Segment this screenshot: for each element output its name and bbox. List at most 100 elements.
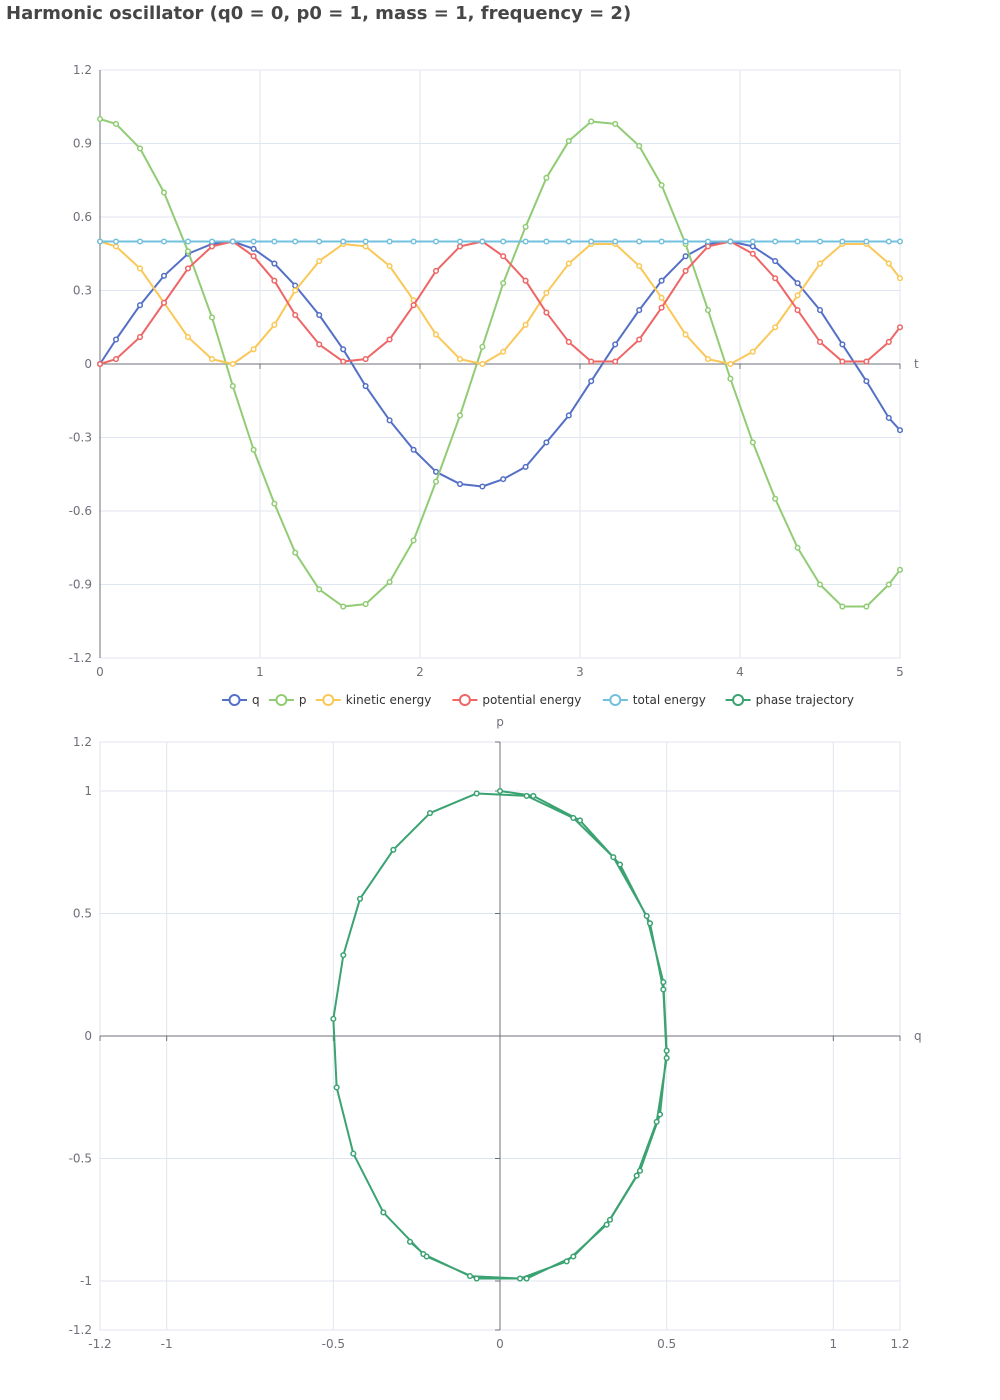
- data-point-total: [772, 238, 779, 245]
- data-point-kinetic: [543, 289, 550, 297]
- x-tick-label: 1: [256, 665, 264, 679]
- data-point-q: [636, 307, 643, 314]
- y-tick-label: -0.9: [69, 578, 92, 592]
- data-point-kinetic: [522, 321, 529, 328]
- data-point-p: [362, 601, 369, 608]
- y-axis-label: p: [496, 715, 504, 729]
- data-point-potential: [682, 267, 689, 274]
- data-point-p: [816, 581, 824, 588]
- data-point-kinetic: [794, 292, 801, 299]
- data-point-p: [658, 182, 665, 189]
- legend-label-phase: phase trajectory: [756, 693, 854, 707]
- phase-point: [340, 952, 347, 959]
- data-point-total: [636, 238, 643, 245]
- data-point-potential: [522, 277, 529, 284]
- data-point-p: [896, 566, 904, 573]
- data-point-potential: [292, 311, 299, 319]
- data-point-q: [316, 311, 323, 319]
- data-point-p: [184, 248, 192, 255]
- data-point-total: [184, 238, 192, 245]
- data-point-kinetic: [896, 275, 904, 282]
- phase-point: [496, 787, 504, 795]
- phase-space-chart: 1.2 1 0.5 0 -0.5 -1 -1.2-1.2 -1 -0.5 0 0.5 1 1.2 p q: [69, 715, 922, 1351]
- data-point-kinetic: [271, 321, 278, 328]
- legend-marker-kinetic: [322, 694, 335, 706]
- x-tick-label: -1: [161, 1337, 173, 1351]
- x-tick-label: 0: [496, 1337, 504, 1351]
- phase-point: [380, 1209, 387, 1216]
- data-point-total: [794, 238, 801, 245]
- data-point-potential: [636, 336, 643, 343]
- data-point-kinetic: [704, 356, 712, 363]
- time-series-chart: 1.2 0.9 0.6 0.3 0 -0.3 -0.6 -0.9 -1.2 0 1 2 3 4 5 t: [69, 63, 919, 679]
- data-point-q: [839, 341, 846, 348]
- y-tick-label: 1.2: [73, 63, 92, 77]
- data-point-p: [96, 115, 104, 123]
- data-point-potential: [772, 275, 779, 282]
- data-point-p: [340, 603, 347, 610]
- data-point-total: [896, 238, 904, 245]
- data-point-kinetic: [658, 294, 665, 301]
- data-point-potential: [794, 307, 801, 314]
- data-point-total: [96, 238, 104, 245]
- data-point-p: [136, 145, 144, 152]
- phase-point: [356, 895, 364, 902]
- data-point-potential: [112, 356, 120, 363]
- phase-point: [406, 1238, 414, 1245]
- data-point-q: [522, 463, 529, 470]
- data-point-total: [704, 238, 712, 245]
- data-point-p: [112, 120, 120, 127]
- data-point-p: [316, 586, 323, 593]
- x-axis-label: q: [914, 1029, 922, 1043]
- phase-point: [646, 920, 654, 927]
- data-point-potential: [456, 243, 464, 250]
- data-point-total: [885, 238, 892, 245]
- data-point-q: [456, 481, 464, 488]
- data-point-p: [636, 142, 643, 149]
- phase-point: [570, 1253, 577, 1260]
- phase-point: [390, 846, 397, 853]
- data-point-kinetic: [749, 348, 756, 355]
- legend-label-potential: potential energy: [482, 693, 581, 707]
- data-point-total: [839, 238, 846, 245]
- y-tick-label: 1.2: [73, 735, 92, 749]
- x-tick-label: -0.5: [322, 1337, 345, 1351]
- data-point-q: [386, 417, 393, 424]
- data-point-total: [500, 238, 507, 245]
- data-point-total: [160, 238, 168, 245]
- phase-point: [653, 1118, 660, 1125]
- phase-point: [616, 861, 624, 868]
- data-point-total: [340, 238, 347, 245]
- x-axis-label: t: [914, 357, 919, 371]
- data-point-p: [432, 478, 440, 485]
- data-point-potential: [704, 243, 712, 250]
- phase-point: [516, 1275, 524, 1282]
- data-point-total: [229, 238, 236, 245]
- data-point-kinetic: [229, 360, 236, 368]
- x-tick-label: -1.2: [88, 1337, 111, 1351]
- x-tick-label: 5: [896, 665, 904, 679]
- phase-point: [660, 986, 667, 993]
- data-point-potential: [184, 265, 192, 272]
- data-point-potential: [96, 360, 104, 368]
- data-point-p: [543, 174, 550, 181]
- data-point-kinetic: [432, 331, 440, 338]
- data-point-p: [229, 383, 236, 390]
- legend: q p kinetic energy potential energy total en…: [222, 693, 854, 707]
- data-point-kinetic: [682, 331, 689, 338]
- phase-point: [523, 1275, 530, 1282]
- data-point-potential: [896, 324, 904, 331]
- data-point-q: [500, 476, 507, 483]
- phase-point: [530, 792, 537, 799]
- data-point-total: [749, 238, 756, 245]
- data-point-total: [588, 238, 595, 245]
- data-point-q: [160, 272, 168, 279]
- data-point-total: [612, 238, 619, 245]
- data-point-p: [386, 579, 393, 586]
- data-point-potential: [565, 338, 572, 346]
- x-tick-label: 1.2: [890, 1337, 909, 1351]
- legend-label-kinetic: kinetic energy: [346, 693, 432, 707]
- y-tick-label: 0: [84, 1029, 92, 1043]
- data-point-kinetic: [500, 348, 507, 355]
